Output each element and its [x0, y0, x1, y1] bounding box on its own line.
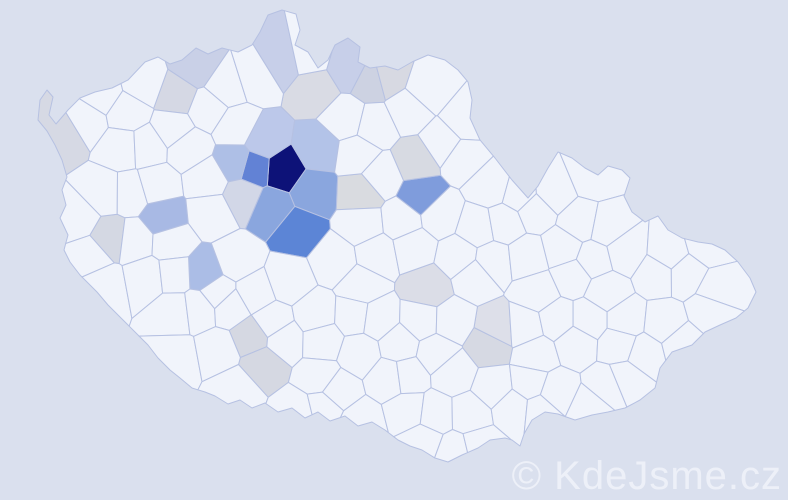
map-region — [392, 227, 439, 276]
map-region — [283, 10, 333, 76]
map-region — [462, 424, 512, 454]
map-region — [627, 331, 667, 383]
map-region — [661, 320, 704, 361]
map-region — [608, 360, 657, 408]
map-region — [564, 382, 616, 421]
map-region — [682, 293, 745, 335]
map-region — [265, 381, 313, 419]
map-region — [59, 179, 102, 244]
map-region — [523, 394, 566, 435]
region-mlada-boleslav — [326, 37, 366, 95]
region-karlovy-vary — [37, 89, 91, 176]
map-region — [306, 391, 345, 422]
map-region — [158, 256, 191, 294]
map-region — [417, 115, 462, 169]
map-region — [138, 334, 203, 391]
map-region — [197, 364, 269, 409]
watermark: © KdeJsme.cz — [511, 454, 782, 498]
map-region — [434, 429, 469, 463]
map-region — [65, 159, 118, 217]
map-region — [393, 423, 444, 459]
map-region — [63, 234, 115, 278]
map-region — [340, 393, 389, 434]
